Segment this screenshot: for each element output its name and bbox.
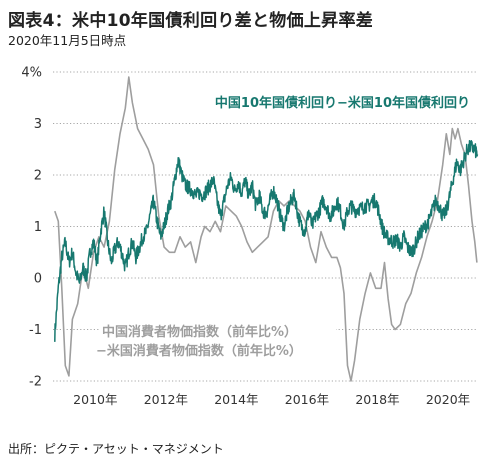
x-tick-label: 2012年 (144, 392, 188, 407)
x-tick-label: 2016年 (285, 392, 329, 407)
series-label-bond_spread: 中国10年国債利回り−米国10年国債利回り (215, 95, 470, 111)
y-tick-label: 1 (34, 220, 42, 235)
gridlines (53, 71, 478, 382)
y-tick-label: 2 (34, 169, 42, 184)
series-lines (54, 76, 479, 382)
series-label-cpi_spread: −米国消費者物価指数（前年比%） (96, 343, 302, 359)
y-axis-tick-labels: 4% 3 2 1 0 -1 -2 (21, 66, 42, 390)
chart-subtitle: 2020年11月5日時点 (8, 33, 127, 48)
source-note: 出所：ピクテ・アセット・マネジメント (8, 442, 224, 456)
series-line-bond_spread (54, 139, 479, 342)
x-tick-label: 2014年 (214, 392, 258, 407)
x-tick-label: 2010年 (73, 392, 117, 407)
x-axis-tick-labels: 2010年 2012年 2014年 2016年 2018年 2020年 (73, 392, 470, 407)
x-tick-label: 2018年 (355, 392, 399, 407)
chart-title: 図表4：米中10年国債利回り差と物価上昇率差 (8, 11, 374, 31)
y-tick-label: -2 (29, 375, 42, 390)
y-tick-label: 3 (34, 117, 42, 132)
y-tick-label: 0 (34, 272, 42, 287)
x-tick-label: 2020年 (426, 392, 470, 407)
y-tick-label: -1 (29, 323, 42, 338)
label-background (94, 342, 338, 359)
label-background (100, 323, 336, 340)
y-tick-label: 4% (21, 66, 42, 81)
series-label-cpi_spread: 中国消費者物価指数（前年比%） (102, 324, 297, 340)
